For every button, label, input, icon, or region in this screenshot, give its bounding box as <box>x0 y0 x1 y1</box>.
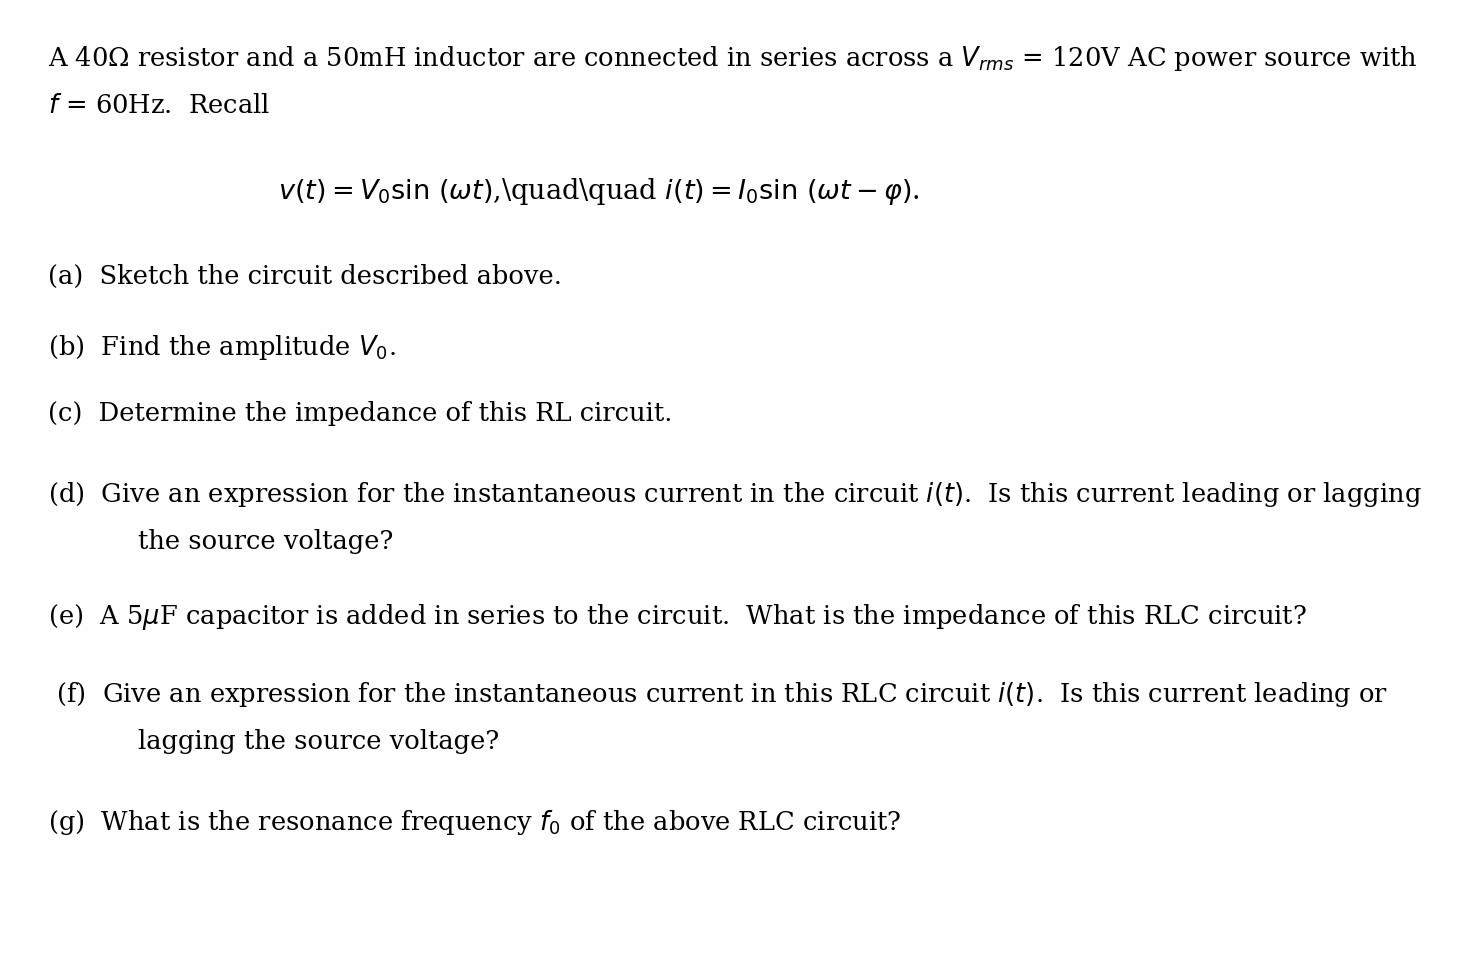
Text: A 40Ω resistor and a 50mH inductor are connected in series across a $V_{rms}$ = : A 40Ω resistor and a 50mH inductor are c… <box>49 44 1417 73</box>
Text: (e)  A 5$\mu$F capacitor is added in series to the circuit.  What is the impedan: (e) A 5$\mu$F capacitor is added in seri… <box>49 601 1307 632</box>
Text: (d)  Give an expression for the instantaneous current in the circuit $i(t)$.  Is: (d) Give an expression for the instantan… <box>49 479 1422 509</box>
Text: (c)  Determine the impedance of this RL circuit.: (c) Determine the impedance of this RL c… <box>49 401 673 426</box>
Text: (g)  What is the resonance frequency $f_0$ of the above RLC circuit?: (g) What is the resonance frequency $f_0… <box>49 807 901 836</box>
Text: lagging the source voltage?: lagging the source voltage? <box>137 729 499 754</box>
Text: the source voltage?: the source voltage? <box>137 528 394 554</box>
Text: (f)  Give an expression for the instantaneous current in this RLC circuit $i(t)$: (f) Give an expression for the instantan… <box>49 680 1388 709</box>
Text: (b)  Find the amplitude $V_0$.: (b) Find the amplitude $V_0$. <box>49 333 395 362</box>
Text: (a)  Sketch the circuit described above.: (a) Sketch the circuit described above. <box>49 264 562 289</box>
Text: $v(t) = V_0 \sin\,(\omega t)$,\quad\quad $i(t) = I_0 \sin\,(\omega t - \varphi)$: $v(t) = V_0 \sin\,(\omega t)$,\quad\quad… <box>279 176 920 207</box>
Text: $f$ = 60Hz.  Recall: $f$ = 60Hz. Recall <box>49 93 270 118</box>
